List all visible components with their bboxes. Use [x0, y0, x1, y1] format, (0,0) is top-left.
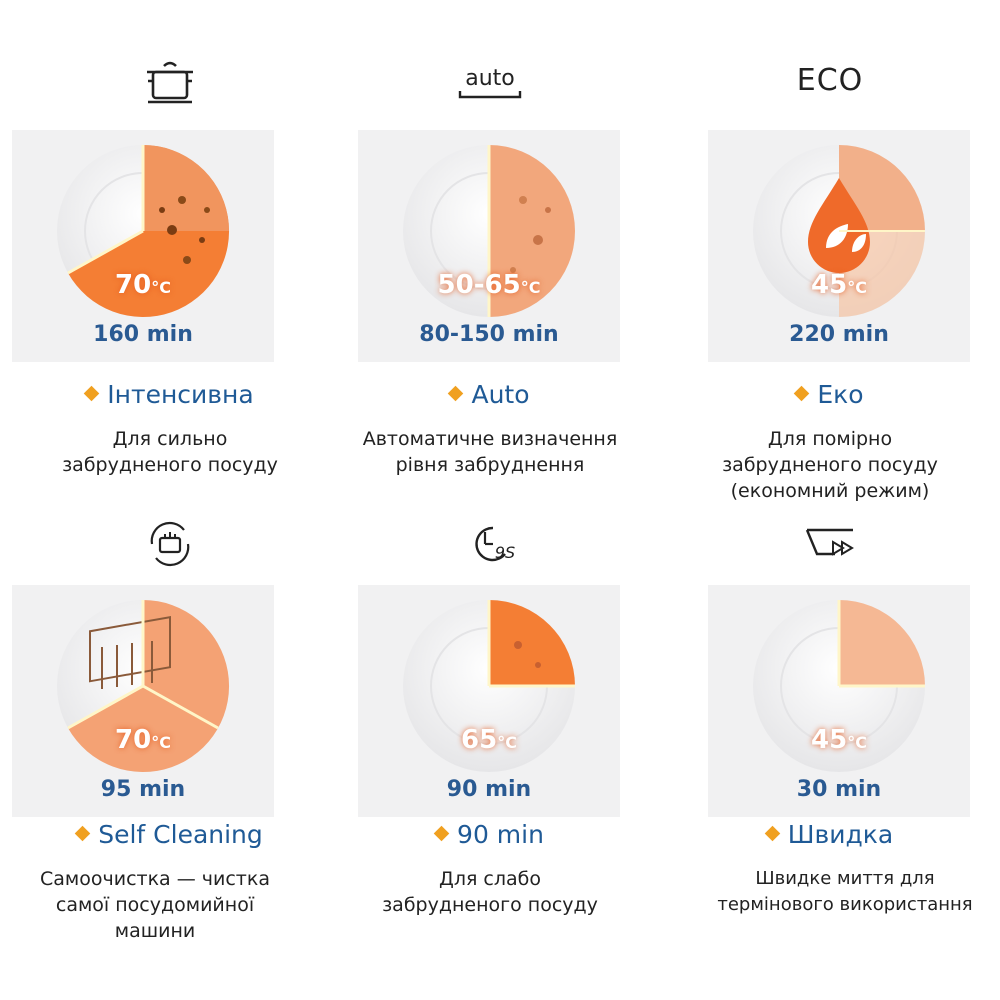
program-title: Self Cleaning [0, 820, 340, 849]
diamond-icon [448, 385, 464, 401]
plate-image [57, 144, 230, 317]
program-title: Еко [660, 380, 1000, 409]
auto-icon: auto [320, 55, 660, 105]
self-clean-icon [0, 518, 340, 568]
program-description: Самоочистка — чистка самої посудомийної ма… [40, 868, 270, 942]
svg-text:auto: auto [465, 66, 515, 91]
duration-label: 90 min [446, 777, 532, 802]
plate-image [403, 145, 575, 317]
diamond-icon [794, 385, 810, 401]
duration-label: 95 min [100, 777, 186, 802]
program-card: 70°C 160 min [12, 130, 274, 362]
plate-image [57, 600, 230, 772]
program-title: Інтенсивна [0, 380, 340, 409]
program-title: Швидка [660, 820, 1000, 849]
duration-label: 80-150 min [419, 322, 559, 347]
temperature-label: 65°C [461, 725, 517, 755]
temperature-label: 45°C [811, 725, 867, 755]
program-description: Для слабо забрудненого посуду [382, 868, 598, 916]
temperature-label: 70°C [115, 725, 171, 755]
program-intensive: 70°C 160 min Інтенсивна Для сильно забруд… [0, 0, 340, 500]
temperature-label: 45°C [811, 270, 867, 300]
program-card: 65°C 90 min [358, 585, 620, 817]
svg-text:9S: 9S [495, 543, 515, 562]
program-card: 70°C 95 min [12, 585, 274, 817]
plate-image [753, 145, 925, 317]
diamond-icon [74, 825, 91, 841]
program-90-min: 9S 65°C 90 min 90 min Для слабо забруднен… [320, 500, 660, 1000]
program-card: 50-65°C 80-150 min [358, 130, 620, 362]
program-description: Автоматичне визначення рівня забруднення [362, 428, 618, 476]
eco-icon: ECO [796, 62, 864, 98]
duration-label: 30 min [796, 777, 882, 802]
program-quick: 45°C 30 min Швидка Швидке миття для термі… [660, 500, 1000, 1000]
program-title: Auto [320, 380, 660, 409]
diamond-icon [764, 825, 781, 841]
program-auto: auto 50-65°C 80-150 min Auto Автоматичне… [320, 0, 660, 500]
program-description: Для сильно забрудненого посуду [62, 428, 278, 476]
plate-image [753, 600, 925, 772]
temperature-label: 50-65°C [437, 270, 541, 300]
program-description: Швидке миття для термінового використання [717, 868, 973, 915]
plate-image [403, 600, 575, 772]
program-description: Для помірно забрудненого посуду (економний… [722, 428, 938, 502]
temperature-label: 70°C [115, 270, 171, 300]
diamond-icon [433, 825, 450, 841]
diamond-icon [84, 385, 100, 401]
duration-label: 220 min [789, 322, 889, 347]
program-card: 45°C 30 min [708, 585, 970, 817]
90-min-icon: 9S [320, 518, 660, 568]
quick-icon [660, 518, 1000, 568]
program-eco: ECO 45°C 220 min Еко Для помірно забрудне… [660, 0, 1000, 502]
pot-icon [0, 55, 340, 105]
program-card: 45°C 220 min [708, 130, 970, 362]
program-self-cleaning: 70°C 95 min Self Cleaning Самоочистка — … [0, 500, 340, 1000]
program-title: 90 min [320, 820, 660, 849]
duration-label: 160 min [93, 322, 193, 347]
